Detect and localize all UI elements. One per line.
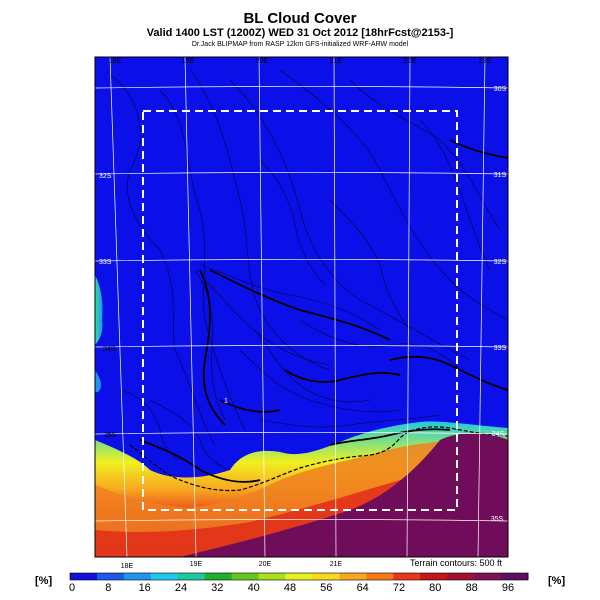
- colorbar-tick-label: 88: [466, 582, 478, 594]
- colorbar-swatch: [393, 573, 421, 580]
- graticule: [95, 57, 508, 557]
- model-credit: Dr.Jack BLIPMAP from RASP 12km GFS-initi…: [191, 41, 409, 48]
- map-field: [95, 57, 508, 557]
- colorbar-tick-label: 72: [393, 582, 405, 594]
- colorbar-tick-label: 40: [248, 582, 260, 594]
- colorbar-swatch: [96, 573, 125, 580]
- lat-label-right: 35S: [491, 516, 504, 523]
- lat-label-right: 32S: [494, 259, 507, 266]
- colorbar-tick-label: 16: [139, 582, 151, 594]
- lon-label-top: 19E: [182, 58, 195, 65]
- lon-label-top: 23E: [479, 58, 492, 65]
- station-marker: 1: [224, 398, 228, 405]
- colorbar-tick-label: 64: [357, 582, 369, 594]
- lon-label-bottom: 19E: [190, 561, 203, 568]
- west-coast-cloud: [95, 275, 103, 345]
- colorbar-tick-label: 56: [320, 582, 332, 594]
- lat-label-right: 30S: [494, 86, 507, 93]
- lon-label-top: 22E: [404, 58, 417, 65]
- lat-label-left: 33S: [99, 259, 112, 266]
- lon-label-bottom: 20E: [259, 561, 272, 568]
- colorbar-swatch: [150, 573, 179, 580]
- colorbar-swatch: [501, 573, 529, 580]
- colorbar-swatch: [177, 573, 206, 580]
- map-title: BL Cloud Cover: [243, 10, 357, 27]
- colorbar-frame: [69, 572, 529, 581]
- colorbar-tick-label: 24: [175, 582, 187, 594]
- lat-label-left: 32S: [99, 173, 112, 180]
- lat-label-left: 34S: [103, 346, 116, 353]
- colorbar-swatch: [420, 573, 448, 580]
- colorbar-swatch: [312, 573, 340, 580]
- colorbar-swatch: [366, 573, 394, 580]
- lon-label-top: 18E: [109, 58, 122, 65]
- lat-label-right: 33S: [494, 345, 507, 352]
- colorbar-swatch: [258, 573, 287, 580]
- colorbar-tick-label: 8: [105, 582, 111, 594]
- valid-time-subtitle: Valid 1400 LST (1200Z) WED 31 Oct 2012 […: [146, 27, 454, 39]
- lat-label-left: 35S: [104, 432, 117, 439]
- terrain-contours-bold: [139, 139, 508, 483]
- colorbar-swatch: [339, 573, 367, 580]
- colorbar: 0 8 16 24 32 40 48 56 64 72 80 88 96: [69, 572, 529, 594]
- colorbar-swatch: [204, 573, 233, 580]
- colorbar-tick-label: 80: [429, 582, 441, 594]
- colorbar-swatch: [70, 573, 98, 580]
- map-frame: [94, 56, 509, 558]
- colorbar-tick-label: 96: [502, 582, 514, 594]
- lat-label-right: 34S: [492, 431, 505, 438]
- colorbar-swatch: [123, 573, 152, 580]
- offshore-overcast: [180, 433, 508, 557]
- inner-domain-box: [142, 110, 458, 511]
- colorbar-swatch: [447, 573, 475, 580]
- colorbar-swatch: [474, 573, 502, 580]
- lon-label-bottom: 18E: [121, 563, 134, 570]
- colorbar-tick-label: 32: [211, 582, 223, 594]
- coastline: [129, 426, 508, 492]
- colorbar-unit-left: [%]: [35, 575, 53, 587]
- colorbar-tick-label: 48: [284, 582, 296, 594]
- colorbar-unit-right: [%]: [548, 575, 566, 587]
- lon-label-top: 20E: [256, 58, 269, 65]
- terrain-contour-note: Terrain contours: 500 ft: [410, 558, 503, 568]
- lat-label-right: 31S: [494, 172, 507, 179]
- colorbar-swatch: [231, 573, 260, 580]
- colorbar-swatch: [285, 573, 313, 580]
- colorbar-tick-label: 0: [69, 582, 75, 594]
- west-coast-cloud-small: [95, 370, 102, 392]
- lon-label-top: 21E: [330, 58, 343, 65]
- lon-label-bottom: 21E: [330, 561, 343, 568]
